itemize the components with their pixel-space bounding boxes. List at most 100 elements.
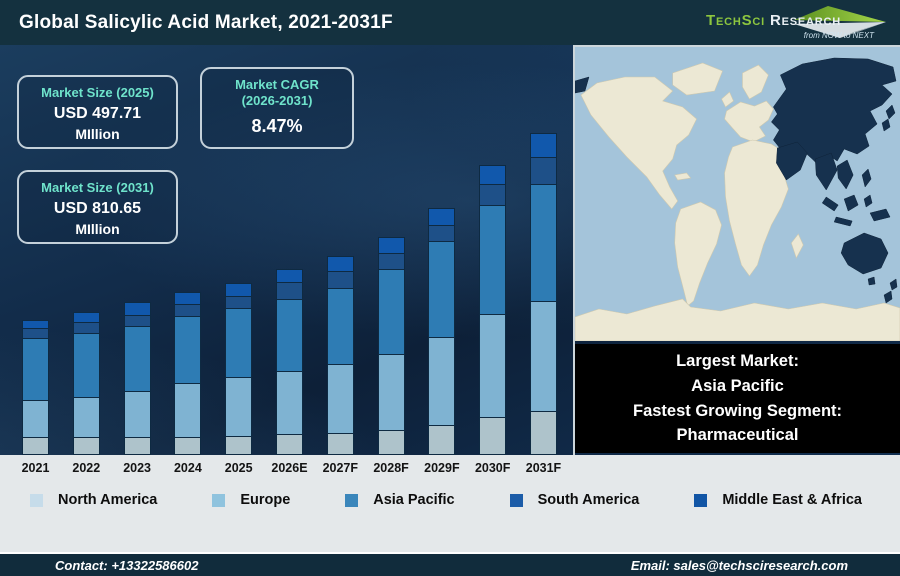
bar-segment-2029F-middle-east-africa	[428, 208, 456, 225]
bar-segment-2023-asia-pacific	[123, 326, 151, 391]
bar-2029F	[428, 208, 456, 455]
x-axis-labels: 2021 2022 2023 2024 2025 2026E 2027F 2028F 2029F…	[0, 455, 573, 475]
info-line-3: Fastest Growing Segment:	[632, 401, 843, 420]
legend-item-europe: Europe	[212, 492, 290, 508]
world-map-svg	[575, 47, 900, 341]
bar-2025	[225, 283, 253, 455]
callout-value: USD 497.71	[53, 105, 142, 123]
legend-label: Asia Pacific	[373, 492, 455, 508]
legend-label: South America	[537, 492, 640, 508]
info-line-4: Pharmaceutical	[676, 426, 799, 445]
bar-segment-2027F-europe	[326, 364, 354, 433]
x-label-2027F: 2027F	[323, 461, 358, 475]
legend-swatch	[509, 493, 523, 507]
bar-2031F	[529, 133, 557, 455]
bar-segment-2026E-europe	[275, 371, 303, 434]
chart-legend: North America Europe Asia Pacific South Ame…	[0, 492, 900, 508]
bar-segment-2024-middle-east-africa	[174, 292, 202, 304]
bar-segment-2029F-north-america	[428, 425, 456, 455]
x-label-text: 2029F	[424, 461, 460, 475]
x-label-text: 2026E	[271, 461, 308, 475]
bar-segment-2025-middle-east-africa	[225, 283, 253, 296]
legend-item-north-america: North America	[30, 492, 157, 508]
logo-brand-secondary: Research	[769, 11, 841, 29]
bar-segment-2025-asia-pacific	[225, 308, 253, 377]
bars-row	[0, 45, 573, 455]
x-label-text: 2025	[224, 461, 253, 475]
callout-title-line1: Market CAGR	[235, 77, 319, 92]
largest-market-info-box: Largest Market: Asia Pacific Fastest Gro…	[575, 344, 900, 453]
bar-segment-2027F-asia-pacific	[326, 288, 354, 364]
bar-segment-2031F-europe	[529, 301, 557, 411]
bar-segment-2022-middle-east-africa	[72, 312, 100, 322]
legend-label: Middle East & Africa	[722, 492, 862, 508]
info-line-2: Asia Pacific	[691, 376, 784, 395]
bar-segment-2029F-south-america	[428, 225, 456, 241]
bar-2028F	[377, 237, 405, 455]
x-label-2031F: 2031F	[526, 461, 561, 475]
logo-tagline: from NOW to NEXT	[803, 30, 874, 40]
x-label-text: 2030F	[474, 461, 511, 475]
bar-2022	[72, 312, 100, 455]
bar-segment-2026E-asia-pacific	[275, 299, 303, 371]
bar-segment-2028F-asia-pacific	[377, 269, 405, 354]
bar-segment-2022-south-america	[72, 322, 100, 333]
footer-email: Email: sales@techsciresearch.com	[630, 557, 848, 573]
x-label-text: 2021	[21, 461, 50, 475]
bar-segment-2026E-south-america	[275, 282, 303, 299]
legend-item-south-america: South America	[509, 492, 640, 508]
info-line-1: Largest Market:	[676, 352, 799, 370]
legend-item-middle-east-africa: Middle East & Africa	[694, 492, 862, 508]
x-label-2029F: 2029F	[424, 461, 459, 475]
bar-2023	[123, 302, 151, 455]
bar-segment-2021-europe	[22, 400, 49, 437]
legend-swatch	[30, 493, 43, 507]
bar-segment-2025-europe	[225, 377, 253, 436]
bar-2024	[174, 292, 202, 455]
bar-segment-2027F-middle-east-africa	[326, 256, 354, 271]
stacked-bar-chart: Market Size (2025) USD 497.71 MIllion Ma…	[0, 45, 573, 455]
callout-title: Market Size (2025)	[41, 85, 154, 100]
x-label-2028F: 2028F	[373, 461, 408, 475]
map-highlight-asia-pacific	[575, 57, 898, 304]
bar-segment-2022-asia-pacific	[72, 333, 100, 397]
legend-label: North America	[58, 492, 158, 508]
main-area: Market Size (2025) USD 497.71 MIllion Ma…	[0, 45, 900, 455]
x-label-2021: 2021	[21, 461, 50, 475]
bar-segment-2026E-north-america	[275, 434, 303, 455]
bar-segment-2024-south-america	[174, 304, 202, 316]
bar-segment-2031F-north-america	[529, 411, 557, 455]
bar-segment-2031F-asia-pacific	[529, 184, 557, 301]
x-label-text: 2024	[173, 461, 202, 475]
callout-title: Market Size (2031)	[41, 180, 154, 195]
bar-segment-2025-south-america	[225, 296, 253, 308]
bar-segment-2023-middle-east-africa	[123, 302, 151, 315]
bar-segment-2025-north-america	[225, 436, 253, 455]
bar-segment-2021-north-america	[22, 437, 49, 455]
map-land	[575, 62, 900, 341]
bar-segment-2030F-middle-east-africa	[479, 165, 507, 184]
world-map	[575, 45, 900, 341]
bar-segment-2030F-north-america	[479, 417, 507, 455]
bar-segment-2031F-middle-east-africa	[529, 133, 557, 157]
bar-2021	[22, 320, 49, 455]
callout-unit: MIllion	[75, 126, 120, 143]
bar-segment-2028F-middle-east-africa	[377, 237, 405, 253]
bottom-band: 2021 2022 2023 2024 2025 2026E 2027F 2028F 2029F…	[0, 455, 900, 552]
bar-2026E	[275, 269, 303, 455]
x-label-2026E: 2026E	[271, 461, 307, 475]
bar-segment-2022-north-america	[72, 437, 100, 455]
bar-segment-2022-europe	[72, 397, 100, 437]
bar-2027F	[326, 256, 354, 455]
x-label-text: 2028F	[373, 461, 409, 475]
legend-swatch	[212, 493, 226, 507]
bar-segment-2028F-europe	[377, 354, 405, 430]
logo-brand-primary: TechSci	[706, 11, 765, 29]
callout-title-line2: (2026-2031)	[241, 93, 313, 109]
x-label-2022: 2022	[72, 461, 100, 475]
footer-contact: Contact: +13322586602	[55, 557, 199, 573]
bar-segment-2028F-north-america	[377, 430, 405, 455]
bar-segment-2024-europe	[174, 383, 202, 437]
x-label-2023: 2023	[123, 461, 151, 475]
legend-swatch	[694, 493, 708, 507]
